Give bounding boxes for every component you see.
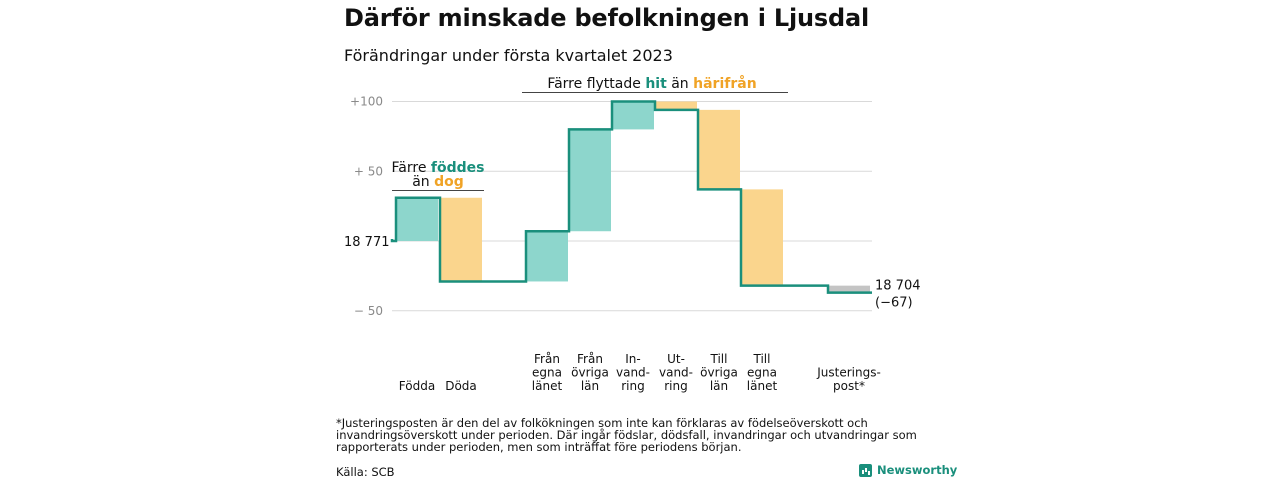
category-label: Ut- [667,352,685,366]
bar-8 [828,285,870,293]
bar-2 [526,231,568,282]
category-label: vand- [616,366,650,380]
category-label: In- [625,352,640,366]
bar-5 [655,101,697,110]
start-value-label: 18 771 [344,235,390,250]
level-step-line [390,100,872,294]
footnote: *Justeringsposten är den del av folkökni… [336,416,917,454]
category-label: egna [747,366,777,380]
category-label: övriga [571,366,609,380]
category-label: egna [532,366,562,380]
end-value-label: 18 704 [875,279,921,294]
migration-annotation: Färre flyttade hit än härifrån [547,75,756,92]
brand-logo: Newsworthy [859,463,957,477]
category-label: ring [664,379,688,393]
category-label: län [581,379,599,393]
end-change-label: (−67) [875,296,913,311]
category-label: Till [753,352,771,366]
category-label: Döda [445,379,477,393]
bar-7 [741,189,783,286]
category-label: övriga [700,366,738,380]
bar-0 [396,197,438,241]
births-annotation-line1: Färre föddes [392,160,485,176]
category-label: länet [747,379,778,393]
chart-title: Därför minskade befolkningen i Ljusdal [344,4,869,32]
y-tick-label: +100 [350,95,383,109]
newsworthy-icon [859,463,872,477]
brand-name: Newsworthy [877,463,958,477]
category-label: vand- [659,366,693,380]
y-tick-label: + 50 [354,164,383,178]
category-label: Från [534,352,560,366]
category-label: länet [532,379,563,393]
category-label: Från [577,352,603,366]
category-label: Till [710,352,728,366]
bar-1 [440,197,482,282]
category-label: län [710,379,728,393]
category-label: ring [621,379,645,393]
births-annotation-line2: än dog [412,174,464,190]
category-label: post* [833,379,865,393]
category-label: Födda [399,379,435,393]
bar-6 [698,109,740,190]
source-label: Källa: SCB [336,465,395,479]
category-label: Justerings- [816,366,881,380]
bar-3 [569,129,611,232]
bar-4 [612,101,654,130]
chart-subtitle: Förändringar under första kvartalet 2023 [344,46,673,65]
y-tick-label: − 50 [354,304,383,318]
